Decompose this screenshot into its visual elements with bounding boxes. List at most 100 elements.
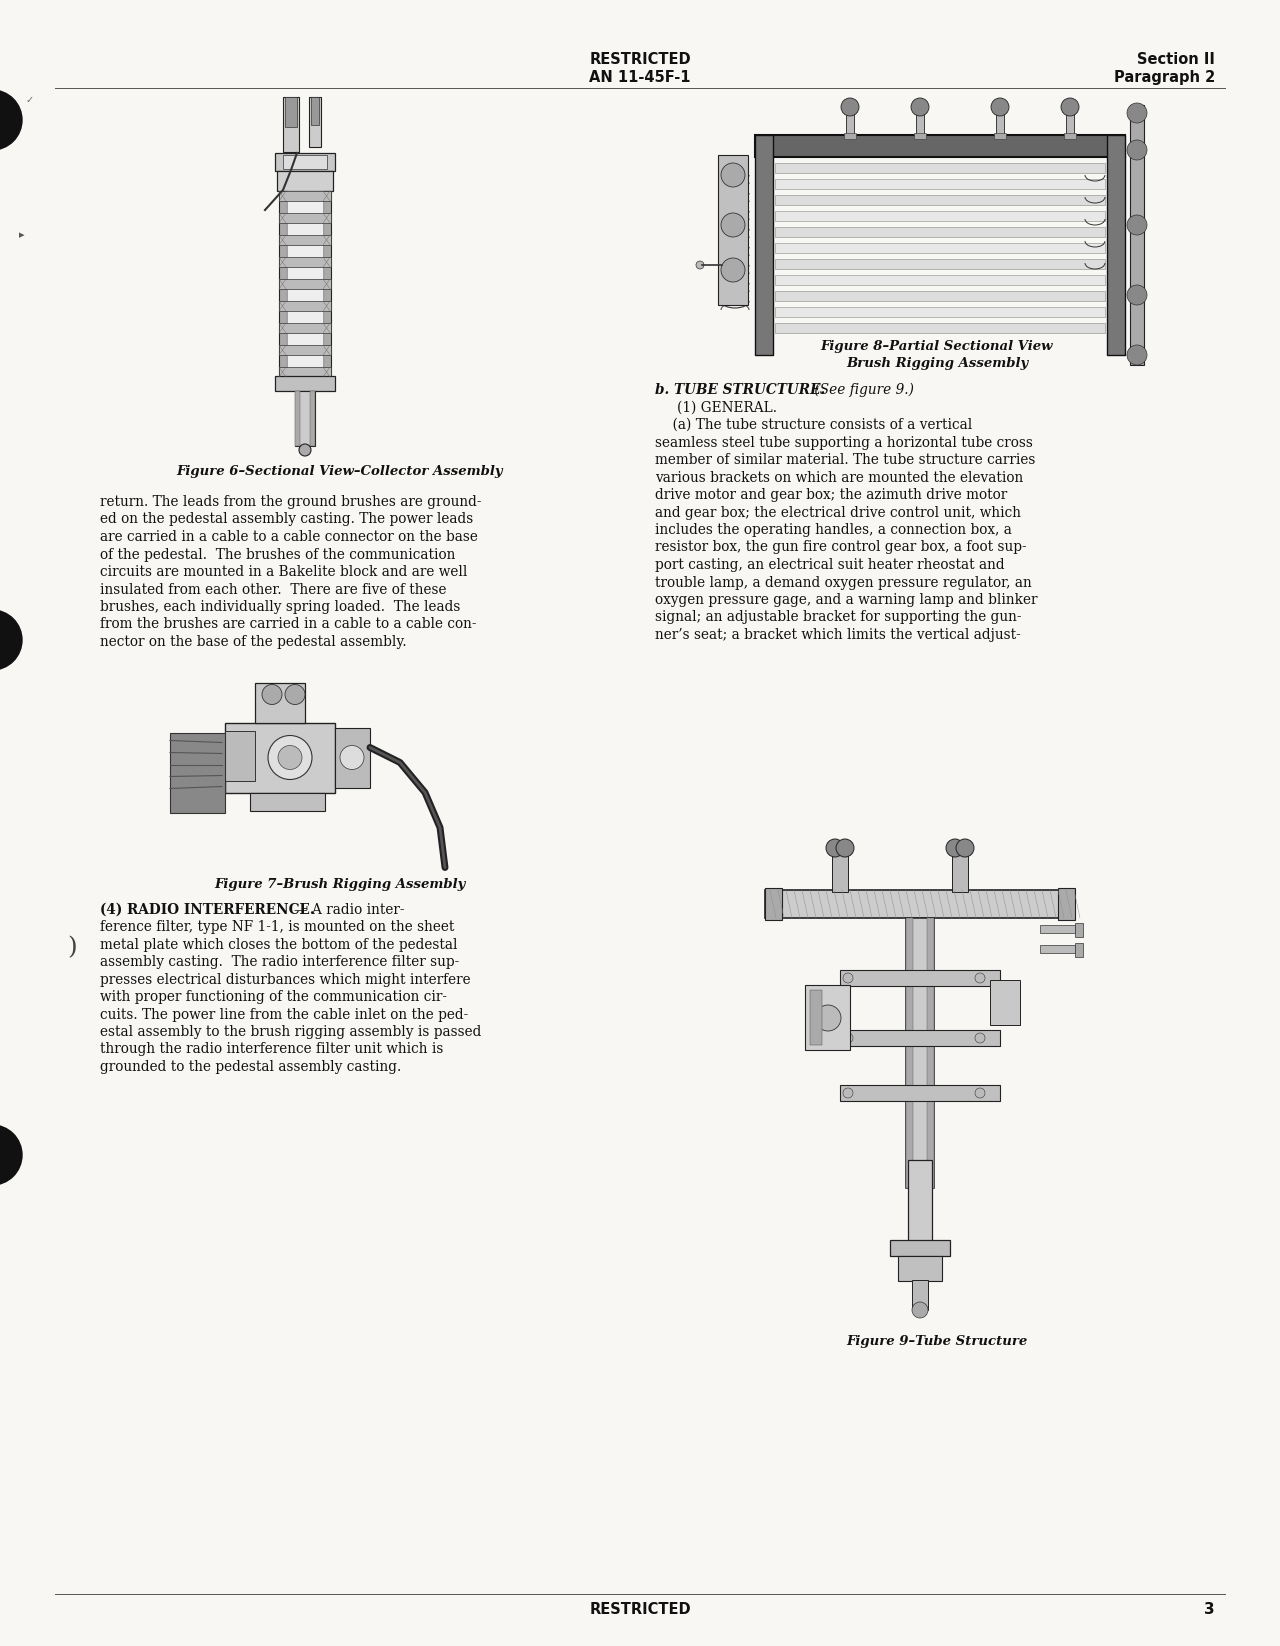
Text: return. The leads from the ground brushes are ground-: return. The leads from the ground brushe… bbox=[100, 495, 481, 509]
Bar bbox=[279, 235, 332, 245]
Circle shape bbox=[836, 839, 854, 858]
Bar bbox=[279, 191, 287, 375]
Bar bbox=[1039, 925, 1075, 933]
Circle shape bbox=[826, 839, 844, 858]
Circle shape bbox=[278, 746, 302, 769]
Circle shape bbox=[911, 99, 929, 115]
Circle shape bbox=[1126, 346, 1147, 365]
Bar bbox=[911, 1281, 928, 1310]
Text: estal assembly to the brush rigging assembly is passed: estal assembly to the brush rigging asse… bbox=[100, 1025, 481, 1039]
Text: Figure 8–Partial Sectional View: Figure 8–Partial Sectional View bbox=[820, 341, 1053, 352]
Bar bbox=[279, 257, 332, 267]
Text: ▸: ▸ bbox=[19, 230, 24, 240]
Bar bbox=[840, 1030, 1000, 1045]
Text: and gear box; the electrical drive control unit, which: and gear box; the electrical drive contr… bbox=[655, 505, 1021, 520]
Text: Figure 9–Tube Structure: Figure 9–Tube Structure bbox=[846, 1335, 1028, 1348]
Text: cuits. The power line from the cable inlet on the ped-: cuits. The power line from the cable inl… bbox=[100, 1007, 468, 1022]
Bar bbox=[276, 171, 333, 191]
Bar bbox=[718, 155, 748, 305]
Bar bbox=[908, 1160, 932, 1249]
Text: presses electrical disturbances which might interfere: presses electrical disturbances which mi… bbox=[100, 973, 471, 986]
Bar bbox=[810, 989, 822, 1045]
Bar bbox=[279, 191, 332, 201]
Text: drive motor and gear box; the azimuth drive motor: drive motor and gear box; the azimuth dr… bbox=[655, 487, 1007, 502]
Bar bbox=[899, 1256, 942, 1281]
Bar bbox=[294, 392, 300, 446]
Bar bbox=[279, 212, 332, 222]
Circle shape bbox=[975, 1088, 986, 1098]
Bar bbox=[906, 918, 913, 1188]
Bar bbox=[323, 191, 332, 375]
Bar bbox=[1059, 887, 1075, 920]
Bar bbox=[1107, 135, 1125, 356]
Bar bbox=[774, 258, 1105, 268]
Bar bbox=[225, 731, 255, 780]
Text: signal; an adjustable bracket for supporting the gun-: signal; an adjustable bracket for suppor… bbox=[655, 611, 1021, 624]
Text: ner’s seat; a bracket which limits the vertical adjust-: ner’s seat; a bracket which limits the v… bbox=[655, 629, 1020, 642]
Bar bbox=[287, 191, 323, 375]
Text: Brush Rigging Assembly: Brush Rigging Assembly bbox=[846, 357, 1028, 370]
Bar bbox=[805, 984, 850, 1050]
Text: — A radio inter-: — A radio inter- bbox=[294, 902, 404, 917]
Bar bbox=[170, 732, 225, 813]
Text: insulated from each other.  There are five of these: insulated from each other. There are fiv… bbox=[100, 583, 447, 596]
Circle shape bbox=[262, 685, 282, 704]
Circle shape bbox=[721, 258, 745, 281]
Text: grounded to the pedestal assembly casting.: grounded to the pedestal assembly castin… bbox=[100, 1060, 401, 1073]
Circle shape bbox=[1126, 285, 1147, 305]
Circle shape bbox=[1126, 140, 1147, 160]
Bar bbox=[335, 728, 370, 787]
Circle shape bbox=[721, 212, 745, 237]
Text: Section II: Section II bbox=[1137, 53, 1215, 67]
Text: RESTRICTED: RESTRICTED bbox=[589, 53, 691, 67]
Bar bbox=[774, 291, 1105, 301]
Text: with proper functioning of the communication cir-: with proper functioning of the communica… bbox=[100, 989, 447, 1004]
Text: Figure 7–Brush Rigging Assembly: Figure 7–Brush Rigging Assembly bbox=[214, 877, 466, 890]
Circle shape bbox=[721, 163, 745, 188]
Circle shape bbox=[911, 1302, 928, 1318]
Bar bbox=[774, 194, 1105, 206]
Bar bbox=[1130, 105, 1144, 365]
Bar bbox=[1039, 945, 1075, 953]
Bar bbox=[279, 280, 332, 290]
Bar bbox=[774, 308, 1105, 318]
Circle shape bbox=[340, 746, 364, 769]
Text: oxygen pressure gage, and a warning lamp and blinker: oxygen pressure gage, and a warning lamp… bbox=[655, 593, 1038, 607]
Bar bbox=[279, 301, 332, 311]
Bar bbox=[765, 887, 782, 920]
Bar bbox=[995, 133, 1006, 138]
Bar bbox=[285, 97, 297, 127]
Circle shape bbox=[975, 1034, 986, 1044]
Circle shape bbox=[300, 444, 311, 456]
Circle shape bbox=[268, 736, 312, 780]
Circle shape bbox=[844, 1034, 852, 1044]
Circle shape bbox=[1126, 216, 1147, 235]
Bar bbox=[774, 163, 1105, 173]
Text: circuits are mounted in a Bakelite block and are well: circuits are mounted in a Bakelite block… bbox=[100, 565, 467, 579]
Bar bbox=[310, 392, 315, 446]
Circle shape bbox=[0, 91, 22, 150]
Bar bbox=[283, 97, 300, 151]
Circle shape bbox=[0, 611, 22, 670]
Circle shape bbox=[815, 1006, 841, 1030]
Circle shape bbox=[0, 1124, 22, 1185]
Bar bbox=[225, 723, 335, 792]
Bar bbox=[840, 1085, 1000, 1101]
Bar bbox=[774, 244, 1105, 253]
Circle shape bbox=[975, 973, 986, 983]
Bar bbox=[774, 275, 1105, 285]
Text: (1) GENERAL.: (1) GENERAL. bbox=[677, 400, 777, 415]
Bar bbox=[846, 105, 854, 137]
Text: member of similar material. The tube structure carries: member of similar material. The tube str… bbox=[655, 453, 1036, 467]
Text: (a) The tube structure consists of a vertical: (a) The tube structure consists of a ver… bbox=[655, 418, 973, 431]
Bar bbox=[996, 105, 1004, 137]
Bar bbox=[279, 346, 332, 356]
Text: port casting, an electrical suit heater rheostat and: port casting, an electrical suit heater … bbox=[655, 558, 1005, 573]
Text: (See figure 9.): (See figure 9.) bbox=[810, 384, 914, 397]
Text: through the radio interference filter unit which is: through the radio interference filter un… bbox=[100, 1042, 443, 1057]
Circle shape bbox=[1061, 99, 1079, 115]
Bar bbox=[308, 97, 321, 146]
Text: Figure 6–Sectional View–Collector Assembly: Figure 6–Sectional View–Collector Assemb… bbox=[177, 466, 503, 477]
Circle shape bbox=[1126, 104, 1147, 123]
Bar bbox=[952, 849, 968, 892]
